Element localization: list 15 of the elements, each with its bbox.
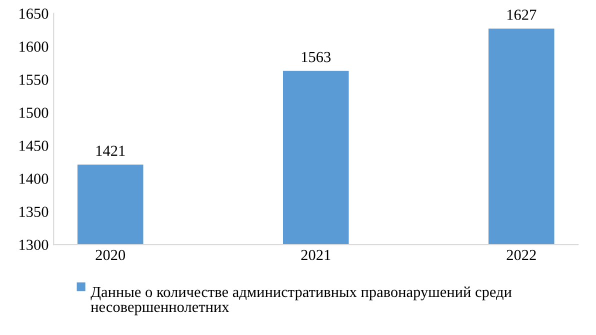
y-tick-label: 1550 xyxy=(20,74,48,85)
y-tick-label: 1300 xyxy=(20,240,48,250)
y-tick-label: 1350 xyxy=(20,206,48,217)
data-label: 1627 xyxy=(507,10,536,20)
x-tick-label: 2021 xyxy=(301,250,330,260)
y-tick-label: 1400 xyxy=(20,174,48,184)
data-label: 1421 xyxy=(96,146,125,156)
y-tick-label: 1650 xyxy=(20,8,48,19)
y-tick-label: 1600 xyxy=(20,42,48,52)
y-tick-label: 1450 xyxy=(20,140,48,151)
data-label: 1563 xyxy=(302,52,331,62)
legend-label: Данные о количестве административных правонарушений среди несовершеннолетних xyxy=(90,286,512,316)
x-tick-label: 2020 xyxy=(96,250,126,260)
x-tick-label: 2022 xyxy=(506,250,536,260)
y-tick-label: 1500 xyxy=(20,108,48,118)
